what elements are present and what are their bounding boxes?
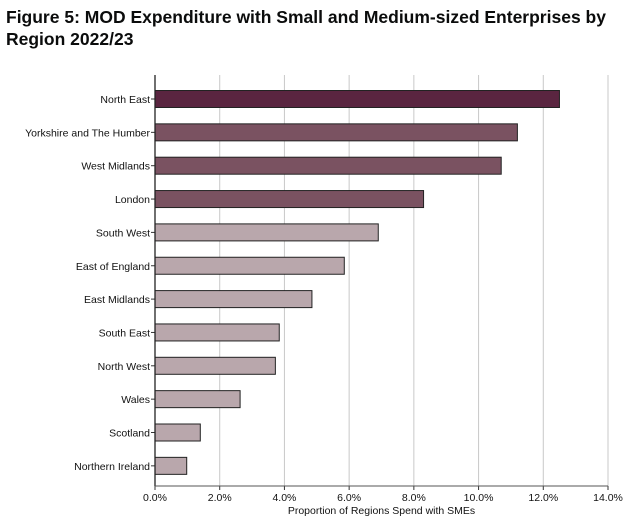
bar-south-east	[154, 323, 280, 342]
y-tick-label: East of England	[76, 261, 150, 273]
y-tick-label: East Midlands	[84, 294, 150, 306]
x-tick-label: 12.0%	[528, 492, 558, 504]
y-tick-label: South West	[96, 227, 150, 239]
bar-east-of-england	[154, 256, 345, 275]
y-tick-label: Scotland	[109, 428, 150, 440]
y-tick-label: London	[115, 194, 150, 206]
y-tick-label: West Midlands	[81, 161, 150, 173]
bar-wales	[154, 390, 241, 409]
x-tick-label: 2.0%	[208, 492, 232, 504]
chart-title: Figure 5: MOD Expenditure with Small and…	[6, 7, 606, 49]
bar-northern-ireland	[154, 456, 188, 475]
bar-east-midlands	[154, 290, 313, 309]
x-tick-label: 10.0%	[464, 492, 494, 504]
x-tick-label: 8.0%	[402, 492, 426, 504]
y-tick-label: Northern Ireland	[74, 461, 150, 473]
x-tick-label: 14.0%	[593, 492, 623, 504]
x-tick-label: 6.0%	[337, 492, 361, 504]
x-tick-label: 4.0%	[272, 492, 296, 504]
bar-scotland	[154, 423, 201, 442]
bar-south-west	[154, 223, 379, 242]
x-tick-label: 0.0%	[143, 492, 167, 504]
bar-north-east	[154, 90, 560, 108]
y-tick-label: Wales	[121, 394, 150, 406]
y-tick-label: North East	[100, 94, 150, 106]
y-tick-label: North West	[98, 361, 150, 373]
bar-west-midlands	[154, 156, 502, 175]
y-tick-label: South East	[99, 327, 150, 339]
bar-yorkshire-and-the-humber	[154, 123, 518, 142]
y-tick-label: Yorkshire and The Humber	[25, 127, 150, 139]
x-axis-label: Proportion of Regions Spend with SMEs	[288, 505, 475, 517]
bar-north-west	[154, 356, 276, 375]
bar-london	[154, 190, 425, 209]
